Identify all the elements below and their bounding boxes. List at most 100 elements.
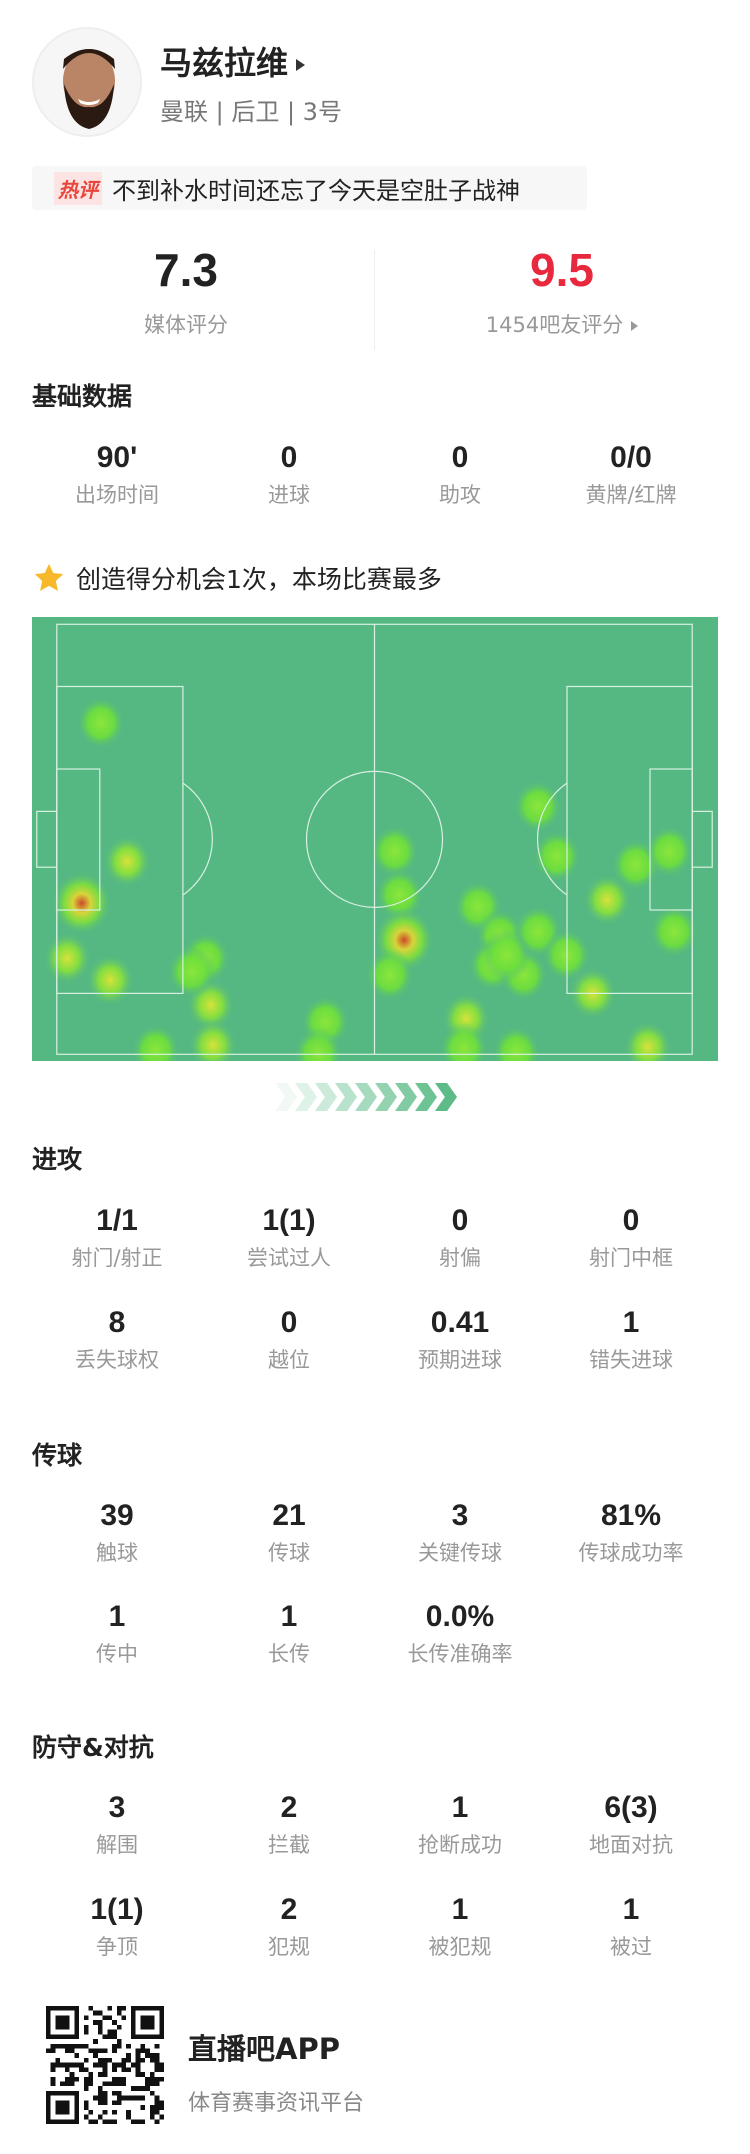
heat-spot [623,1020,672,1073]
rating-divider [374,250,375,350]
stat-item: 6(3) 地面对抗 [546,1791,716,1859]
stat-item: 1(1) 争顶 [32,1893,202,1961]
stat-value: 6(3) [604,1791,658,1824]
stat-item: 3 解围 [32,1791,202,1859]
stat-value: 81% [600,1499,662,1532]
stat-item: 1(1) 尝试过人 [204,1204,374,1272]
app-name: 直播吧APP [188,2032,340,2066]
stat-item: 0/0 黄牌/红牌 [546,441,716,509]
stat-label: 越位 [268,1348,310,1372]
stat-label: 助攻 [439,483,481,507]
stat-item: 81% 传球成功率 [546,1499,716,1567]
stat-value: 0/0 [610,441,652,474]
hot-comment-text: 不到补水时间还忘了今天是空肚子战神 [112,176,520,205]
stat-value: 1 [108,1600,126,1633]
player-name[interactable]: 马兹拉维 [160,38,306,84]
heatmap-pitch [32,617,718,1080]
chevron-right-icon [375,1083,397,1111]
stat-label: 长传 [268,1642,310,1666]
stat-value: 0 [622,1204,640,1237]
star-icon [34,563,64,591]
stat-value: 1 [622,1893,640,1926]
heat-spot [43,932,92,985]
heat-spot [167,945,216,998]
heat-spot [645,825,694,878]
stat-label: 传球 [268,1541,310,1565]
stat-value: 0 [451,1204,469,1237]
stat-value: 0 [280,441,298,474]
stat-label: 错失进球 [589,1348,673,1372]
qr-code[interactable] [45,2006,165,2124]
stat-item: 0 进球 [204,441,374,509]
hot-comment[interactable]: 热评 不到补水时间还忘了今天是空肚子战神 [32,166,587,210]
fan-rating-value: 9.5 [530,244,594,296]
stat-label: 抢断成功 [418,1833,502,1857]
stat-label: 解围 [96,1833,138,1857]
player-subtitle: 曼联 | 后卫 | 3号 [160,98,342,126]
stat-label: 被犯规 [428,1935,492,1959]
stat-value: 1 [622,1306,640,1339]
stat-label: 拦截 [268,1833,310,1857]
stat-item: 1 被过 [546,1893,716,1961]
stat-item: 1 传中 [32,1600,202,1668]
stat-item: 1 长传 [204,1600,374,1668]
hot-comment-badge: 热评 [54,171,102,205]
stat-value: 1(1) [262,1204,316,1237]
stat-label: 尝试过人 [247,1246,331,1270]
stat-item: 8 丢失球权 [32,1306,202,1374]
stat-label: 射门中框 [589,1246,673,1270]
stat-label: 传中 [96,1642,138,1666]
heat-spot [375,868,424,921]
chevron-right-icon [355,1083,377,1111]
heat-spot [103,835,152,888]
stat-value: 1/1 [96,1204,138,1237]
stat-value: 8 [108,1306,126,1339]
stat-item: 2 拦截 [204,1791,374,1859]
stat-label: 传球成功率 [578,1541,684,1565]
section-title-basic: 基础数据 [32,382,133,411]
chevron-right-icon [295,1083,317,1111]
heat-spot [583,873,632,926]
heat-spot [365,949,414,1001]
section-title-attack: 进攻 [32,1145,83,1174]
stat-item: 0 射门中框 [546,1204,716,1272]
attack-direction-arrows [275,1083,457,1111]
heatmap [36,623,713,1080]
stat-value: 1 [451,1791,469,1824]
heat-spot [492,1025,541,1078]
chevron-right-icon [315,1083,337,1111]
heat-spot [482,929,531,981]
stat-item: 1 错失进球 [546,1306,716,1374]
chevron-right-icon [415,1083,437,1111]
fan-rating[interactable]: 9.5 1454吧友评分 [412,243,712,339]
section-title-defense: 防守&对抗 [32,1733,154,1762]
stat-value: 2 [280,1893,298,1926]
stat-label: 触球 [96,1541,138,1565]
stat-value: 0 [451,441,469,474]
heat-spot [189,1019,237,1072]
chevron-right-icon [275,1083,297,1111]
chevron-right-icon [395,1083,417,1111]
heat-spot [51,871,112,936]
stat-value: 0.0% [425,1600,495,1633]
chevron-right-icon [435,1083,457,1111]
stat-item: 0 助攻 [375,441,545,509]
stat-item: 0.41 预期进球 [375,1306,545,1374]
heat-spot [76,696,125,749]
stat-value: 39 [100,1499,134,1532]
stat-value: 2 [280,1791,298,1824]
media-rating-label: 媒体评分 [144,313,228,337]
player-photo-icon [63,49,115,129]
stat-item: 1 被犯规 [375,1893,545,1961]
player-avatar[interactable] [32,27,142,137]
chevron-right-icon [335,1083,357,1111]
stat-value: 1 [451,1893,469,1926]
app-tagline: 体育赛事资讯平台 [188,2091,365,2116]
stat-item: 1/1 射门/射正 [32,1204,202,1272]
qr-code-icon [46,2006,164,2124]
stat-item: 90' 出场时间 [32,441,202,509]
stat-item: 1 抢断成功 [375,1791,545,1859]
arrow-right-icon [631,321,639,331]
stat-value: 3 [108,1791,126,1824]
stat-item: 39 触球 [32,1499,202,1567]
